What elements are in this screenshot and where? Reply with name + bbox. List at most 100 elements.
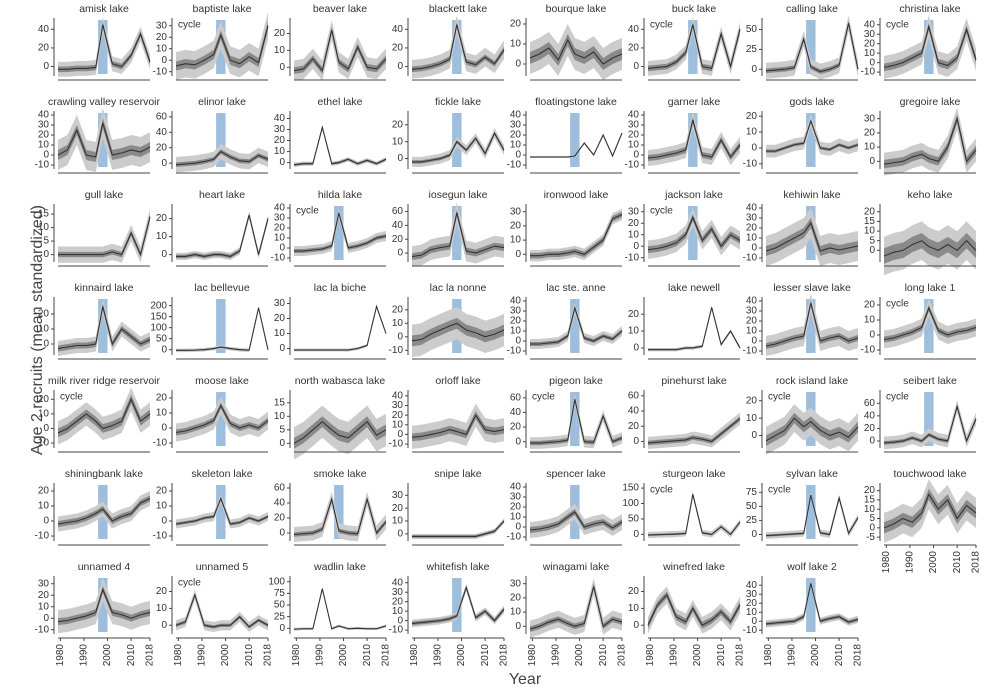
y-tick-label: 20: [156, 393, 168, 404]
panel-title: lac bellevue: [194, 282, 250, 294]
y-tick-label: 10: [156, 501, 168, 512]
outer-band: [176, 143, 268, 173]
x-tick-label: 1990: [197, 644, 208, 667]
y-tick-label: 20: [38, 486, 50, 497]
x-tick-label: 2000: [102, 644, 113, 667]
line: [529, 38, 623, 65]
panel-title: sturgeon lake: [662, 468, 726, 480]
panel-title: skeleton lake: [191, 468, 253, 480]
y-tick-label: 0: [751, 243, 757, 254]
line: [175, 404, 269, 434]
y-tick-label: 40: [510, 110, 522, 121]
y-tick-label: 5: [869, 513, 875, 524]
y-tick-label: 30: [628, 120, 640, 131]
inner-band: [648, 416, 740, 446]
y-tick-label: 0: [515, 150, 521, 161]
y-tick-label: 40: [628, 110, 640, 121]
panel-note: cycle: [886, 20, 909, 31]
outer-band: [294, 125, 386, 167]
y-tick-label: 10: [510, 235, 522, 246]
line: [411, 322, 505, 342]
outer-band: [294, 587, 386, 631]
panel-title: orloff lake: [435, 375, 481, 387]
x-tick-label: 2010: [952, 551, 963, 574]
line: [57, 498, 151, 525]
y-tick-label: 20: [510, 316, 522, 327]
y-tick-label: 15: [864, 216, 876, 227]
line: [529, 586, 623, 630]
y-tick-label: 5: [279, 424, 285, 435]
y-tick-label: 10: [746, 413, 758, 424]
y-tick-label: 40: [628, 24, 640, 35]
y-tick-label: 10: [156, 603, 168, 614]
y-tick-label: 0: [279, 623, 285, 634]
y-tick-label: 10: [510, 140, 522, 151]
x-tick-label: 2010: [598, 644, 609, 667]
highlight-span: [334, 206, 344, 260]
highlight-span: [98, 113, 108, 167]
outer-band: [412, 583, 504, 628]
y-tick-label: 60: [628, 390, 640, 401]
line: [765, 23, 859, 73]
y-tick-label: 10: [510, 512, 522, 523]
y-tick-label: 0: [397, 248, 403, 259]
y-tick-label: 0: [279, 438, 285, 449]
y-tick-label: 0: [869, 436, 875, 447]
inner-band: [412, 585, 504, 626]
y-tick-label: 10: [628, 603, 640, 614]
y-tick-label: 0: [397, 61, 403, 72]
inner-band: [294, 211, 386, 253]
y-tick-label: 30: [746, 213, 758, 224]
panel-note: cycle: [532, 392, 555, 403]
y-tick-label: 40: [274, 203, 286, 214]
highlight-span: [570, 299, 580, 353]
line: [530, 399, 623, 444]
y-tick-label: 0: [43, 516, 49, 527]
x-tick-label: 2000: [456, 644, 467, 667]
y-tick-label: 20: [274, 513, 286, 524]
y-tick-label: 0: [397, 331, 403, 342]
inner-band: [58, 394, 150, 438]
outer-band: [530, 504, 622, 538]
y-axis-label: Age 2 recruits (mean standardized): [29, 205, 46, 455]
y-tick-label: 10: [864, 315, 876, 326]
y-tick-label: 30: [156, 20, 168, 31]
line: [765, 417, 859, 442]
y-tick-label: 10: [392, 136, 404, 147]
y-tick-label: 20: [156, 32, 168, 43]
y-tick-label: 10: [274, 45, 286, 56]
y-tick-label: 30: [274, 124, 286, 135]
inner-band: [766, 412, 858, 446]
y-tick-label: -10: [389, 625, 404, 636]
panel-title: lesser slave lake: [773, 282, 851, 294]
y-tick-label: 10: [510, 607, 522, 618]
y-tick-label: -10: [743, 253, 758, 264]
y-tick-label: 20: [864, 485, 876, 496]
outer-band: [58, 208, 150, 263]
y-tick-label: 20: [392, 43, 404, 54]
panel-note: cycle: [768, 485, 791, 496]
panel-title: ethel lake: [317, 96, 363, 108]
y-tick-label: 0: [633, 150, 639, 161]
y-tick-label: -10: [35, 160, 50, 171]
highlight-span: [216, 485, 226, 539]
y-tick-label: 0: [751, 143, 757, 154]
panel-title: lac la nonne: [429, 282, 487, 294]
y-tick-label: 20: [392, 304, 404, 315]
y-tick-label: 150: [150, 311, 167, 322]
panel-title: spencer lake: [546, 468, 606, 480]
y-tick-label: 10: [274, 146, 286, 157]
y-tick-label: 20: [628, 421, 640, 432]
panel-title: touchwood lake: [893, 468, 967, 480]
y-tick-label: 0: [161, 158, 167, 169]
inner-band: [648, 117, 740, 161]
outer-band: [176, 396, 268, 442]
y-tick-label: -10: [861, 67, 876, 78]
highlight-span: [806, 113, 816, 167]
inner-band: [412, 317, 504, 347]
y-tick-label: 30: [746, 589, 758, 600]
y-tick-label: -10: [153, 438, 168, 449]
highlight-span: [924, 299, 934, 353]
panel-title: floatingstone lake: [535, 96, 617, 108]
